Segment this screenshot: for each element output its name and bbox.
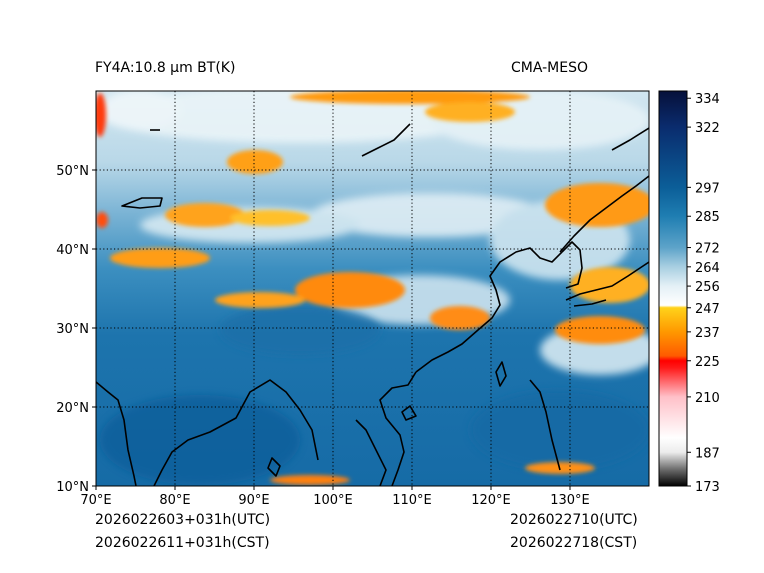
colorbar-ticks: 334 322 297 285 272 264 256 247 237 225 210 187 173 (687, 92, 720, 495)
map-frame (95, 90, 650, 487)
lon-tick-label: 120°E (471, 493, 511, 508)
lon-tick-label: 70°E (80, 493, 111, 508)
longitude-axis: 70°E 80°E 90°E 100°E 110°E 120°E 130°E (80, 486, 590, 508)
valid-time-cst: 2026022718(CST) (510, 535, 638, 551)
colorbar-tick-label: 173 (695, 480, 720, 495)
lat-tick-label: 10°N (56, 480, 89, 495)
init-time-cst: 2026022611+031h(CST) (95, 535, 270, 551)
colorbar-tick-label: 210 (695, 391, 720, 406)
colorbar-frame (658, 90, 688, 487)
lon-tick-label: 90°E (238, 493, 269, 508)
lon-tick-label: 110°E (392, 493, 432, 508)
latitude-axis: 10°N 20°N 30°N 40°N 50°N (56, 164, 96, 495)
lat-tick-label: 20°N (56, 401, 89, 416)
colorbar-tick-label: 247 (695, 302, 720, 317)
lat-tick-label: 50°N (56, 164, 89, 179)
colorbar-tick-label: 297 (695, 181, 720, 196)
colorbar-tick-label: 334 (695, 92, 720, 107)
lon-tick-label: 130°E (550, 493, 590, 508)
lat-tick-label: 30°N (56, 322, 89, 337)
colorbar-tick-label: 237 (695, 326, 720, 341)
lon-tick-label: 80°E (159, 493, 190, 508)
colorbar-tick-label: 256 (695, 280, 720, 295)
graticule (96, 91, 649, 486)
coastlines (96, 123, 649, 486)
colorbar-tick-label: 285 (695, 210, 720, 225)
colorbar-tick-label: 322 (695, 121, 720, 136)
lat-tick-label: 40°N (56, 243, 89, 258)
colorbar (659, 91, 687, 486)
lon-tick-label: 100°E (313, 493, 353, 508)
colorbar-tick-label: 187 (695, 446, 720, 461)
brightness-temperature-field (96, 91, 649, 486)
right-title: CMA-MESO (511, 60, 589, 76)
colorbar-tick-label: 272 (695, 242, 720, 257)
valid-time-utc: 2026022710(UTC) (510, 512, 638, 528)
init-time-utc: 2026022603+031h(UTC) (95, 512, 271, 528)
colorbar-tick-label: 225 (695, 355, 720, 370)
colorbar-tick-label: 264 (695, 261, 720, 276)
left-title: FY4A:10.8 µm BT(K) (95, 60, 236, 76)
